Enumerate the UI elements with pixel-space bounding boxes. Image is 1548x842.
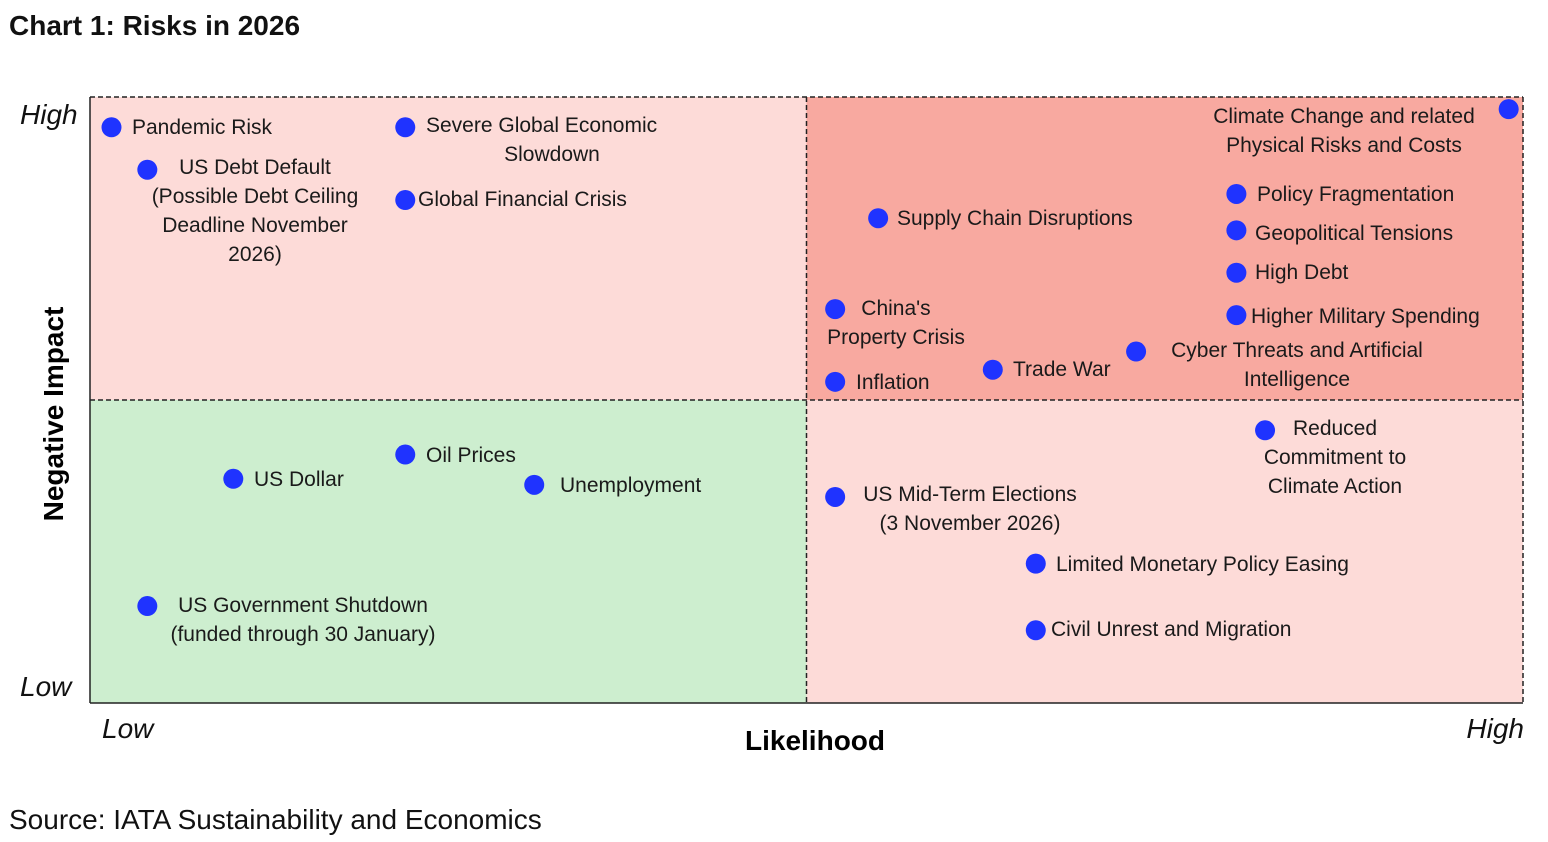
risk-point-marker bbox=[825, 371, 846, 392]
risk-point-label: Inflation bbox=[856, 371, 930, 394]
risk-point-label: Slowdown bbox=[504, 143, 600, 166]
risk-point-label: Intelligence bbox=[1244, 368, 1350, 391]
quadrant-high-impact-low-likelihood bbox=[90, 97, 807, 400]
source-note: Source: IATA Sustainability and Economic… bbox=[9, 804, 542, 835]
risk-point-label: Pandemic Risk bbox=[132, 116, 273, 139]
risk-point: Severe Global Economic Slowdown bbox=[395, 114, 657, 166]
risk-point-label: Climate Change and related bbox=[1213, 105, 1475, 128]
risk-point-label: US Dollar bbox=[254, 468, 344, 491]
risk-point-marker bbox=[101, 117, 122, 138]
risk-point-marker bbox=[137, 596, 158, 617]
risk-point-label: Deadline November bbox=[162, 214, 348, 237]
risk-point-marker bbox=[1025, 620, 1046, 641]
risk-point-marker bbox=[137, 159, 158, 180]
risk-point-marker bbox=[223, 468, 244, 489]
risk-point: China's Property Crisis bbox=[825, 297, 965, 349]
risk-point: Global Financial Crisis bbox=[395, 188, 627, 211]
risk-point-label: (funded through 30 January) bbox=[170, 623, 435, 646]
risk-point-label: US Mid-Term Elections bbox=[863, 483, 1077, 506]
risk-point-marker bbox=[1025, 553, 1046, 574]
risk-point-label: Cyber Threats and Artificial bbox=[1171, 339, 1423, 362]
risk-point-label: Higher Military Spending bbox=[1251, 305, 1480, 328]
risk-point-label: Physical Risks and Costs bbox=[1226, 134, 1462, 157]
risk-point-label: Unemployment bbox=[560, 474, 701, 497]
chart-title: Chart 1: Risks in 2026 bbox=[9, 10, 301, 41]
risk-point-label: 2026) bbox=[228, 243, 282, 266]
y-axis-label: Negative Impact bbox=[38, 307, 69, 522]
risk-point-label: Civil Unrest and Migration bbox=[1051, 618, 1291, 641]
risk-point-marker bbox=[1126, 341, 1147, 362]
x-tick-low: Low bbox=[102, 713, 155, 744]
risk-point-marker bbox=[1226, 220, 1247, 241]
quadrant-high-impact-high-likelihood bbox=[806, 97, 1523, 400]
risk-point: Cyber Threats and Artificial Intelligence bbox=[1126, 339, 1423, 391]
risk-point: Supply Chain Disruptions bbox=[868, 207, 1133, 230]
x-tick-high: High bbox=[1466, 713, 1524, 744]
risk-point: Inflation bbox=[825, 371, 930, 394]
risk-point: Climate Change and related Physical Risks… bbox=[1213, 99, 1519, 157]
risk-point-marker bbox=[825, 299, 846, 320]
risk-points: Pandemic Risk US Debt Default (Possible De… bbox=[101, 99, 1519, 646]
risk-point-label: Trade War bbox=[1013, 358, 1111, 381]
risk-point: High Debt bbox=[1226, 261, 1349, 284]
risk-point: Geopolitical Tensions bbox=[1226, 220, 1453, 245]
risk-point-marker bbox=[1226, 305, 1247, 326]
risk-point: Limited Monetary Policy Easing bbox=[1025, 553, 1349, 576]
risk-point-marker bbox=[524, 474, 545, 495]
risk-point-label: Property Crisis bbox=[827, 326, 965, 349]
risk-point-label: High Debt bbox=[1255, 261, 1349, 284]
risk-point: Unemployment bbox=[524, 474, 701, 497]
risk-point-marker bbox=[868, 208, 889, 229]
risk-point-label: Climate Action bbox=[1268, 475, 1402, 498]
quadrant-dividers bbox=[89, 96, 1524, 704]
risk-point-marker bbox=[1226, 183, 1247, 204]
risk-point: Higher Military Spending bbox=[1226, 305, 1480, 328]
risk-point-label: Oil Prices bbox=[426, 444, 516, 467]
risk-point: Trade War bbox=[982, 358, 1111, 381]
risk-point-label: Limited Monetary Policy Easing bbox=[1056, 553, 1349, 576]
quadrant-low-impact-low-likelihood bbox=[90, 400, 807, 703]
risk-point-label: China's bbox=[861, 297, 930, 320]
risk-point-label: Geopolitical Tensions bbox=[1255, 222, 1453, 245]
risk-point: Pandemic Risk bbox=[101, 116, 273, 139]
risk-point: Civil Unrest and Migration bbox=[1025, 618, 1291, 641]
risk-point-marker bbox=[395, 444, 416, 465]
risk-point-label: Supply Chain Disruptions bbox=[897, 207, 1133, 230]
risk-point: Oil Prices bbox=[395, 444, 516, 467]
risk-point: Reduced Commitment to Climate Action bbox=[1255, 417, 1406, 498]
risk-point-marker bbox=[1226, 262, 1247, 283]
risk-point-marker bbox=[1498, 99, 1519, 120]
risk-point-label: US Debt Default bbox=[179, 156, 331, 179]
risk-point: US Debt Default (Possible Debt Ceiling Dea… bbox=[137, 156, 358, 266]
risk-point-label: Policy Fragmentation bbox=[1257, 183, 1454, 206]
risk-point-label: Reduced bbox=[1293, 417, 1377, 440]
risk-point: US Government Shutdown (funded through 30… bbox=[137, 594, 436, 646]
x-axis-label: Likelihood bbox=[745, 725, 885, 756]
y-tick-low: Low bbox=[20, 671, 73, 702]
risk-point-label: Commitment to bbox=[1264, 446, 1406, 469]
risk-point: US Dollar bbox=[223, 468, 344, 491]
risk-point-label: Global Financial Crisis bbox=[418, 188, 627, 211]
y-tick-high: High bbox=[20, 99, 78, 130]
risk-point-marker bbox=[1255, 420, 1276, 441]
risk-point: US Mid-Term Elections (3 November 2026) bbox=[825, 483, 1077, 535]
risk-point-label: (3 November 2026) bbox=[880, 512, 1061, 535]
risk-point-marker bbox=[395, 190, 416, 211]
risk-point-label: (Possible Debt Ceiling bbox=[152, 185, 359, 208]
risk-point-marker bbox=[825, 486, 846, 507]
risk-point-label: US Government Shutdown bbox=[178, 594, 428, 617]
risk-point: Policy Fragmentation bbox=[1226, 183, 1454, 206]
risk-point-marker bbox=[395, 117, 416, 138]
risk-point-marker bbox=[982, 359, 1003, 380]
quadrant-low-impact-high-likelihood bbox=[806, 400, 1523, 703]
risk-point-label: Severe Global Economic bbox=[426, 114, 657, 137]
